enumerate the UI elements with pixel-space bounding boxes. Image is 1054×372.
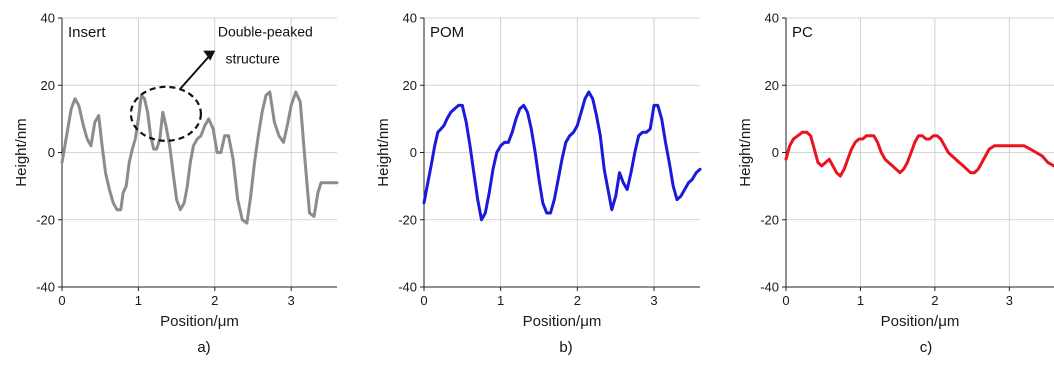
chart-panel-2: 0 1 2 3 -40 -20 0 20 40 Position/μm Height/nm POM b): [375, 11, 702, 356]
annotation-text-line2: structure: [225, 50, 280, 66]
series-line-1: [60, 90, 339, 225]
x-axis-label: Position/μm: [160, 313, 239, 330]
y-tick-label: 40: [41, 11, 55, 26]
annotation-arrowhead: [203, 50, 216, 61]
y-tick-label: -20: [760, 212, 779, 227]
chart-panel-3: 0 1 2 3 -40 -20 0 20 40 Position/μm Height/nm PC c): [737, 11, 1054, 356]
y-tick-label: -40: [36, 280, 55, 295]
y-tick-label: 0: [48, 145, 55, 160]
x-tick-label: 2: [211, 293, 218, 308]
series-line-1: [422, 90, 702, 222]
annotation-ellipse: [129, 85, 202, 142]
y-tick-label: -20: [36, 212, 55, 227]
y-axis-label: Height/nm: [737, 118, 754, 186]
y-tick-label: 0: [772, 145, 779, 160]
x-tick-label: 3: [1006, 293, 1013, 308]
y-tick-label: -40: [760, 280, 779, 295]
x-tick-label: 0: [58, 293, 65, 308]
x-tick-label: 3: [650, 293, 657, 308]
y-tick-label: -40: [398, 280, 417, 295]
x-axis-label: Position/μm: [523, 313, 602, 330]
x-tick-label: 0: [420, 293, 427, 308]
y-tick-label: 40: [765, 11, 779, 26]
y-tick-label: -20: [398, 212, 417, 227]
x-tick-label: 2: [931, 293, 938, 308]
panel-title: POM: [430, 24, 464, 41]
y-tick-label: 40: [403, 11, 417, 26]
panel-title: PC: [792, 24, 813, 41]
y-axis-label: Height/nm: [13, 118, 30, 186]
chart-panel-1: 0 1 2 3 -40 -20 0 20 40 Position/μm Height/nm Inser…: [13, 11, 339, 356]
y-tick-label: 0: [410, 145, 417, 160]
x-tick-label: 0: [782, 293, 789, 308]
x-tick-label: 2: [574, 293, 581, 308]
x-tick-label: 1: [857, 293, 864, 308]
y-axis-label: Height/nm: [375, 118, 392, 186]
y-tick-label: 20: [765, 78, 779, 93]
panel-label: b): [559, 339, 572, 356]
annotation-text-line1: Double-peaked: [218, 23, 313, 39]
x-tick-label: 1: [135, 293, 142, 308]
y-tick-label: 20: [403, 78, 417, 93]
series-line-1: [784, 130, 1054, 178]
x-axis-label: Position/μm: [881, 313, 960, 330]
panel-label: c): [920, 339, 933, 356]
y-tick-label: 20: [41, 78, 55, 93]
panel-title: Insert: [68, 24, 106, 41]
x-tick-label: 1: [497, 293, 504, 308]
annotation-arrow: [179, 50, 214, 90]
x-tick-label: 3: [288, 293, 295, 308]
panel-label: a): [197, 339, 210, 356]
